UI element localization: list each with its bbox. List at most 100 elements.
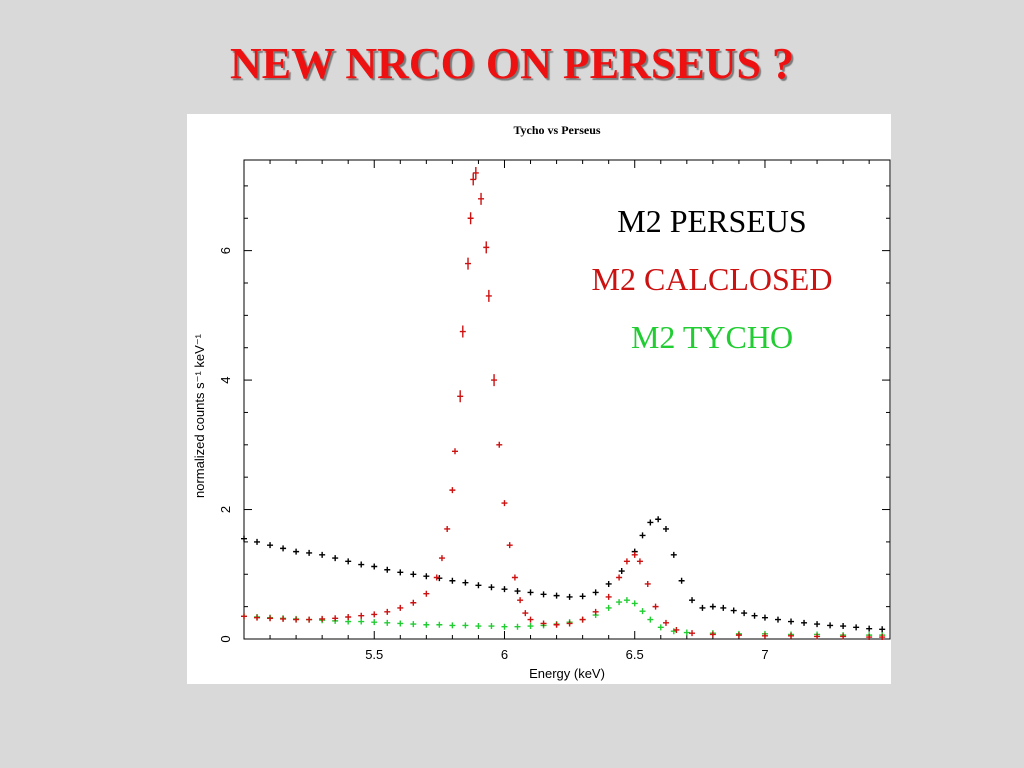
data-point: [267, 542, 274, 549]
data-point: [605, 604, 612, 611]
data-point: [358, 618, 365, 625]
data-point: [280, 615, 287, 622]
data-point: [553, 621, 560, 628]
data-point: [853, 624, 860, 631]
data-point: [423, 590, 430, 597]
data-point: [866, 634, 873, 641]
data-point: [709, 603, 716, 610]
data-point: [579, 616, 586, 623]
data-point: [371, 563, 378, 570]
data-point: [517, 597, 524, 604]
data-point: [470, 173, 477, 186]
data-point: [623, 597, 630, 604]
plot-panel: Tycho vs Perseus 5.5 6 6.5 7 0 2 4 6 Energy (ke…: [187, 114, 891, 684]
spectrum-chart: Tycho vs Perseus 5.5 6 6.5 7 0 2 4 6 Energy (ke…: [192, 123, 891, 681]
data-point: [540, 620, 547, 627]
data-point: [438, 555, 445, 562]
data-point: [527, 623, 534, 630]
data-point: [592, 589, 599, 596]
data-point: [371, 611, 378, 618]
data-point: [522, 610, 529, 617]
data-point: [410, 599, 417, 606]
data-point: [761, 614, 768, 621]
data-point: [670, 551, 677, 558]
data-point: [410, 621, 417, 628]
axes-frame: [243, 159, 891, 640]
x-axis-label: Energy (keV): [529, 666, 605, 681]
data-point: [616, 599, 623, 606]
data-point: [433, 574, 440, 581]
y-tick-label: 4: [218, 376, 233, 383]
data-point: [566, 620, 573, 627]
data-point: [241, 535, 247, 542]
x-tick-label: 7: [761, 647, 768, 662]
data-point: [709, 631, 716, 638]
data-point: [397, 604, 404, 611]
data-point: [741, 610, 748, 617]
data-point: [254, 614, 261, 621]
data-point: [501, 623, 508, 630]
data-point: [636, 558, 643, 565]
data-point: [358, 561, 365, 568]
data-point: [616, 574, 623, 581]
data-point: [449, 577, 456, 584]
data-point: [720, 604, 727, 611]
data-point: [332, 555, 339, 562]
data-point: [751, 612, 758, 619]
data-point: [605, 580, 612, 587]
data-point: [465, 257, 472, 270]
data-point: [761, 632, 768, 639]
data-point: [566, 593, 573, 600]
data-point: [801, 619, 808, 626]
data-point: [293, 548, 300, 555]
data-point: [814, 633, 821, 640]
data-point: [332, 615, 339, 622]
data-point: [449, 622, 456, 629]
data-point: [483, 241, 490, 254]
data-point: [579, 593, 586, 600]
data-point: [462, 579, 469, 586]
data-point: [267, 615, 274, 622]
data-point: [866, 625, 873, 632]
data-point: [488, 584, 495, 591]
data-point: [788, 632, 795, 639]
y-tick-label: 6: [218, 247, 233, 254]
data-point: [735, 632, 742, 639]
data-point: [280, 545, 287, 552]
data-point: [475, 582, 482, 589]
data-point: [423, 621, 430, 628]
x-tick-label: 6.5: [626, 647, 644, 662]
x-tick-label: 5.5: [365, 647, 383, 662]
data-point: [840, 623, 847, 630]
data-point: [678, 577, 685, 584]
data-point: [514, 588, 521, 595]
data-point: [293, 616, 300, 623]
data-point: [371, 619, 378, 626]
data-point: [449, 487, 456, 494]
legend-item-tycho: M2 TYCHO: [630, 319, 794, 355]
data-point: [358, 612, 365, 619]
data-point: [444, 525, 451, 532]
data-point: [623, 558, 630, 565]
data-point: [306, 616, 313, 623]
data-point: [631, 600, 638, 607]
data-point: [436, 621, 443, 628]
data-point: [501, 500, 508, 507]
data-point: [647, 616, 654, 623]
data-point: [774, 616, 781, 623]
data-point: [459, 325, 466, 338]
data-point: [397, 620, 404, 627]
plot-frame: [243, 159, 891, 640]
data-point: [879, 634, 886, 641]
y-axis-label: normalized counts s⁻¹ keV⁻¹: [192, 333, 207, 498]
data-point: [506, 542, 513, 549]
data-point: [655, 516, 662, 523]
data-point: [475, 623, 482, 630]
y-tick-label: 2: [218, 506, 233, 513]
data-point: [345, 558, 352, 565]
y-tick-label: 0: [218, 635, 233, 642]
data-point: [457, 390, 464, 403]
data-point: [662, 619, 669, 626]
data-point: [699, 604, 706, 611]
data-point: [647, 519, 654, 526]
